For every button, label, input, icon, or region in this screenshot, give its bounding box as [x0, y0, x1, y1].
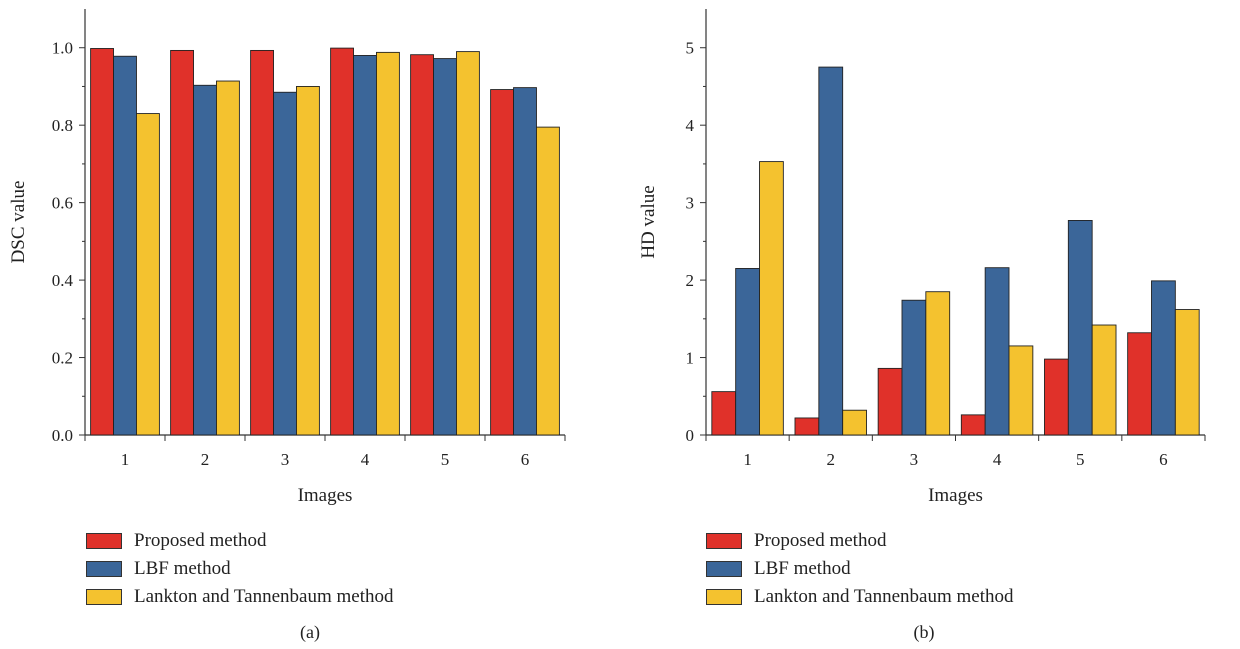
y-tick-label: 2 [686, 271, 695, 290]
x-tick-label: 6 [521, 450, 530, 469]
bar [410, 54, 434, 436]
bar [1174, 309, 1200, 436]
bar [250, 49, 274, 436]
legend-swatch [706, 533, 742, 549]
bar [1067, 220, 1093, 436]
bar [193, 84, 217, 436]
bar [925, 291, 951, 436]
y-tick-label: 0 [686, 426, 695, 445]
y-tick-label: 5 [686, 39, 695, 58]
x-tick-label: 1 [121, 450, 130, 469]
legend-label: LBF method [754, 558, 851, 579]
bar [877, 367, 903, 436]
x-axis-label: Images [928, 485, 983, 506]
y-tick-label: 0.2 [52, 349, 73, 368]
legend-item: LBF method [706, 555, 1014, 583]
y-tick-label: 0.6 [52, 194, 73, 213]
y-tick-label: 0.0 [52, 426, 73, 445]
x-tick-label: 4 [361, 450, 370, 469]
x-tick-label: 3 [281, 450, 290, 469]
x-tick-label: 2 [201, 450, 210, 469]
bar [759, 161, 784, 436]
bar [1127, 332, 1152, 436]
panel-caption: (b) [913, 622, 935, 642]
x-tick-label: 5 [441, 450, 450, 469]
bar [1044, 358, 1069, 436]
bar [794, 417, 820, 436]
bar [513, 87, 537, 436]
legend-swatch [86, 589, 122, 605]
y-tick-label: 4 [686, 116, 695, 135]
bar [711, 391, 737, 436]
panel-caption: (a) [300, 622, 320, 642]
legend-a: Proposed method LBF method Lankton and T… [86, 527, 394, 611]
legend-item: Lankton and Tannenbaum method [86, 583, 394, 611]
legend-label: Lankton and Tannenbaum method [754, 586, 1014, 607]
bar [330, 47, 354, 436]
legend-item: Lankton and Tannenbaum method [706, 583, 1014, 611]
bar [216, 80, 240, 436]
bar [1151, 280, 1176, 436]
y-tick-label: 0.8 [52, 116, 73, 135]
bar [353, 55, 377, 436]
bar [433, 58, 457, 436]
y-axis-label: HD value [638, 185, 659, 258]
bar [490, 89, 514, 436]
legend-item: LBF method [86, 555, 394, 583]
bar [1091, 324, 1117, 436]
legend-swatch [706, 561, 742, 577]
legend-swatch [86, 561, 122, 577]
bar [376, 51, 400, 436]
legend-swatch [86, 533, 122, 549]
bar [136, 113, 160, 436]
x-tick-label: 3 [910, 450, 919, 469]
legend-label: LBF method [134, 558, 231, 579]
legend-b: Proposed method LBF method Lankton and T… [706, 527, 1014, 611]
bar [735, 268, 760, 436]
y-tick-label: 1 [686, 349, 695, 368]
y-axis-label: DSC value [8, 181, 29, 264]
x-axis-label: Images [298, 485, 353, 506]
y-tick-label: 3 [686, 194, 695, 213]
bar [984, 267, 1010, 436]
legend-item: Proposed method [706, 527, 1014, 555]
x-tick-label: 6 [1159, 450, 1168, 469]
hd-chart: 0 1 2 3 4 5 1 2 3 4 5 6 Images HD value [638, 9, 1206, 506]
bar [901, 299, 927, 436]
bar [113, 55, 137, 436]
y-tick-label: 1.0 [52, 39, 73, 58]
bar [960, 414, 986, 436]
bar [1008, 345, 1034, 436]
legend-label: Proposed method [754, 530, 887, 551]
legend-swatch [706, 589, 742, 605]
x-tick-label: 5 [1076, 450, 1085, 469]
dsc-chart: 0.0 0.2 0.4 0.6 0.8 1.0 1 2 3 4 5 6 Images DSC value [8, 9, 566, 506]
legend-label: Lankton and Tannenbaum method [134, 586, 394, 607]
chart-panel-b: 0 1 2 3 4 5 1 2 3 4 5 6 Images HD value Proposed meth… [620, 0, 1240, 649]
bar [456, 51, 480, 436]
y-tick-label: 0.4 [52, 271, 74, 290]
bar [536, 126, 560, 436]
bar [273, 91, 297, 436]
bar [818, 66, 844, 436]
bar [170, 49, 194, 436]
x-tick-label: 4 [993, 450, 1002, 469]
x-tick-label: 2 [827, 450, 836, 469]
bar [296, 86, 320, 436]
bar [90, 48, 114, 436]
x-tick-label: 1 [743, 450, 752, 469]
legend-item: Proposed method [86, 527, 394, 555]
bar [842, 409, 867, 436]
legend-label: Proposed method [134, 530, 267, 551]
chart-panel-a: 0.0 0.2 0.4 0.6 0.8 1.0 1 2 3 4 5 6 Images DSC value … [8, 9, 566, 642]
